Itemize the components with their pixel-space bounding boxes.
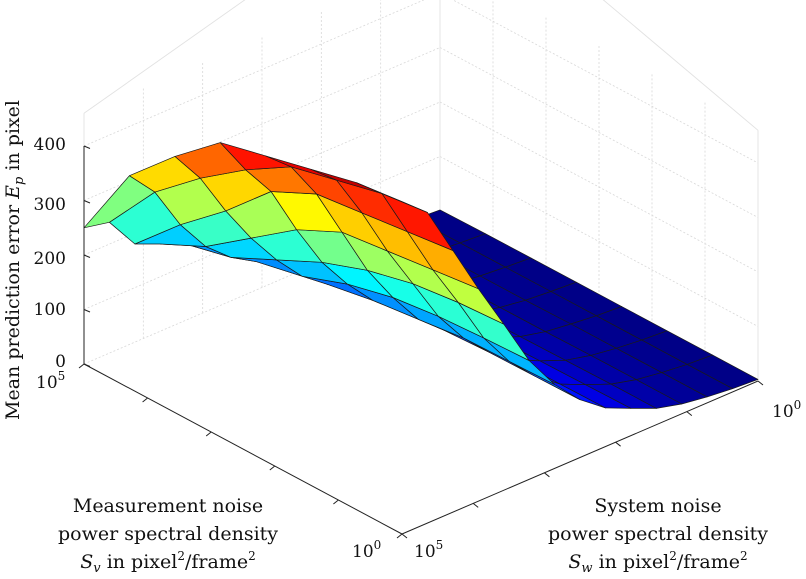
sv-label-symbol: S bbox=[80, 551, 93, 573]
sv-tick-mark bbox=[78, 363, 85, 369]
sv-tick-mark bbox=[205, 431, 212, 437]
sw-tick-mark bbox=[757, 380, 764, 386]
surface-patch bbox=[356, 182, 428, 213]
sv-tick-far: 105 bbox=[36, 369, 65, 393]
z-axis-label-unit: in pixel bbox=[2, 100, 24, 177]
sw-tick-mark bbox=[544, 472, 550, 478]
sv-label-unit-a: in pixel bbox=[101, 551, 178, 573]
sw-label-subscript: w bbox=[581, 561, 592, 576]
sv-label-exp-a: 2 bbox=[177, 549, 185, 563]
sv-axis-line bbox=[83, 363, 403, 535]
z-tick-label: 400 bbox=[34, 135, 66, 155]
z-tick-mark bbox=[83, 200, 91, 204]
sw-tick-near: 105 bbox=[414, 538, 443, 562]
wall-gridline bbox=[439, 156, 759, 327]
sw-tick-far: 100 bbox=[772, 398, 801, 422]
sw-tick-mark bbox=[686, 411, 693, 416]
sw-label-exp-b: 2 bbox=[740, 549, 748, 563]
z-tick-label: 0 bbox=[55, 352, 66, 372]
sv-tick-near-base: 10 bbox=[352, 542, 374, 562]
z-axis-label: Mean prediction error Ep in pixel bbox=[2, 100, 27, 420]
sw-axis-label-line1: System noise bbox=[594, 495, 721, 517]
sv-tick-mark bbox=[142, 397, 148, 403]
sv-label-unit-b: /frame bbox=[185, 551, 248, 573]
sw-tick-far-base: 10 bbox=[772, 402, 794, 422]
sw-label-exp-a: 2 bbox=[669, 549, 677, 563]
z-tick-mark bbox=[83, 254, 91, 258]
sv-tick-mark bbox=[333, 499, 339, 505]
sv-tick-far-exp: 5 bbox=[58, 369, 66, 383]
z-axis-label-subscript: p bbox=[12, 176, 27, 185]
z-tick-label: 100 bbox=[34, 300, 66, 320]
sv-tick-mark bbox=[396, 533, 403, 539]
z-axis-label-text: Mean prediction error bbox=[2, 199, 24, 420]
surface-mesh bbox=[83, 142, 759, 409]
z-tick-label: 200 bbox=[34, 249, 66, 269]
sv-tick-mark bbox=[269, 465, 276, 471]
sw-tick-far-exp: 0 bbox=[794, 398, 802, 412]
z-tick-mark bbox=[83, 363, 91, 367]
sw-tick-mark bbox=[615, 441, 621, 447]
sw-label-unit-b: /frame bbox=[677, 551, 740, 573]
sw-axis-label-line3: Sw in pixel2/frame2 bbox=[568, 549, 747, 576]
sw-tick-mark bbox=[401, 533, 408, 539]
sv-axis-label-line2: power spectral density bbox=[58, 523, 278, 545]
sv-tick-near-exp: 0 bbox=[374, 538, 382, 552]
sv-label-subscript: v bbox=[93, 561, 101, 576]
z-tick-mark bbox=[83, 145, 91, 149]
sw-axis-label-line2: power spectral density bbox=[548, 523, 768, 545]
box-edge bbox=[602, 0, 759, 131]
z-axis-label-symbol: E bbox=[2, 185, 24, 200]
sw-axis-line bbox=[401, 380, 759, 535]
sv-tick-near: 100 bbox=[352, 538, 381, 562]
axes bbox=[78, 145, 764, 539]
wall-gridline bbox=[439, 47, 759, 218]
sw-tick-near-base: 10 bbox=[414, 542, 436, 562]
box-edge bbox=[83, 0, 246, 114]
sw-label-symbol: S bbox=[568, 551, 581, 573]
sw-tick-mark bbox=[472, 503, 479, 508]
sw-tick-near-exp: 5 bbox=[436, 538, 444, 552]
sv-axis-label-line3: Sv in pixel2/frame2 bbox=[80, 549, 255, 576]
sv-axis-label-line1: Measurement noise bbox=[73, 495, 263, 517]
sv-label-exp-b: 2 bbox=[248, 549, 256, 563]
z-tick-label: 300 bbox=[34, 195, 66, 215]
sv-tick-far-base: 10 bbox=[36, 373, 58, 393]
z-tick-mark bbox=[83, 309, 91, 313]
sw-label-unit-a: in pixel bbox=[593, 551, 670, 573]
